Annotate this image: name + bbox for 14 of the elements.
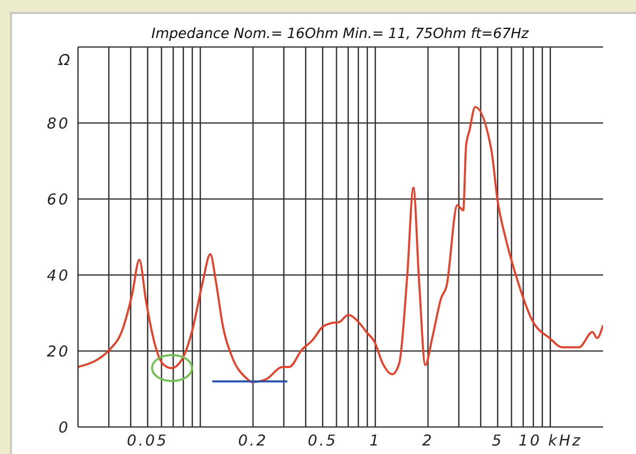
x-tick-label: 0.05	[126, 432, 168, 450]
y-tick-label: 80	[46, 114, 70, 132]
x-tick-label: 2	[422, 432, 434, 450]
chart-title: Impedance Nom.= 16Ohm Min.= 11, 75Ohm ft=67Hz	[151, 26, 530, 42]
x-tick-label: 5	[492, 432, 504, 450]
y-axis-title: Ω	[58, 51, 71, 69]
x-tick-label: 0.2	[238, 432, 268, 450]
y-tick-label: 60	[46, 190, 70, 208]
x-tick-label: 1	[370, 432, 382, 450]
y-tick-label: 40	[46, 266, 70, 284]
y-tick-label: 20	[46, 342, 70, 360]
x-tick-label: 0.5	[308, 432, 338, 450]
x-tick-label: 10 kHz	[518, 432, 582, 450]
y-tick-label: 0	[58, 418, 70, 436]
